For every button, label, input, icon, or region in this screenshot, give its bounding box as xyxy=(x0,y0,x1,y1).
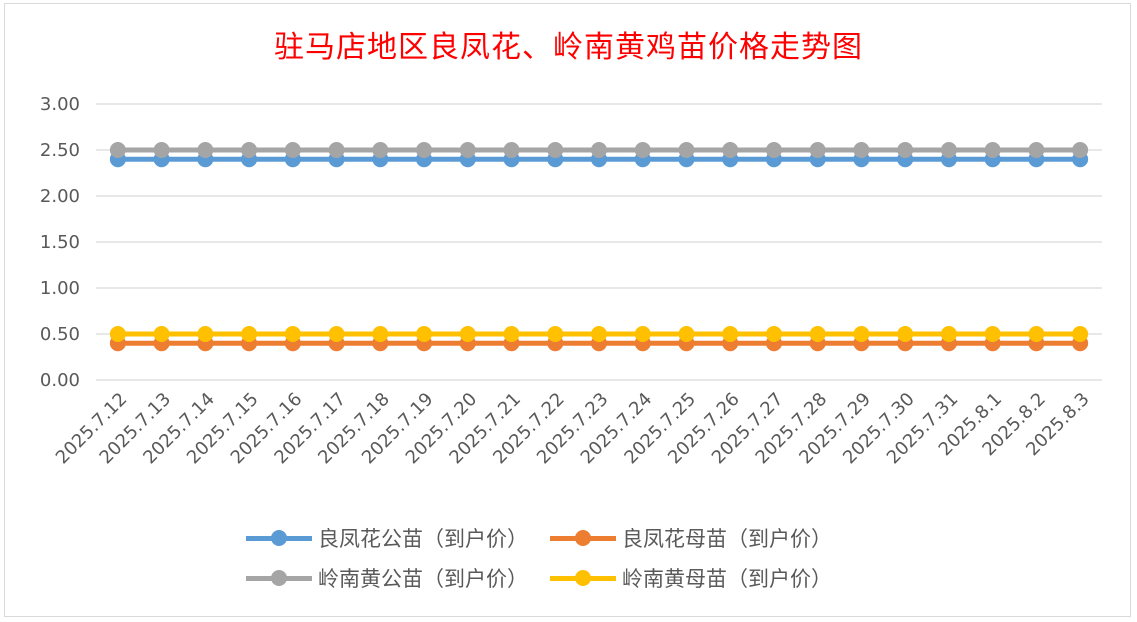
data-point xyxy=(634,326,651,342)
legend-item-series-2: 良凤花母苗（到户价） xyxy=(550,523,832,553)
data-point xyxy=(765,326,782,342)
series-lines xyxy=(109,142,1089,352)
data-point xyxy=(1028,142,1045,158)
chart-area xyxy=(4,3,1131,617)
legend-swatch-series-2 xyxy=(550,526,616,550)
data-point xyxy=(109,142,126,158)
data-point xyxy=(241,142,258,158)
data-point xyxy=(853,326,870,342)
data-point xyxy=(591,142,607,158)
chart-title: 驻马店地区良凤花、岭南黄鸡苗价格走势图 xyxy=(274,30,863,65)
data-point xyxy=(809,326,826,342)
data-point xyxy=(197,142,214,158)
legend-item-series-1: 良凤花公苗（到户价） xyxy=(246,523,528,553)
data-point xyxy=(284,142,301,158)
data-point xyxy=(984,142,1001,158)
series-3 xyxy=(109,142,1089,158)
legend-item-series-3: 岭南黄公苗（到户价） xyxy=(246,563,528,593)
data-point xyxy=(984,326,1001,342)
data-point xyxy=(503,326,520,342)
data-point xyxy=(809,142,826,158)
data-point xyxy=(1028,326,1045,342)
y-tick-label: 3.00 xyxy=(40,94,80,115)
legend-swatch-series-1 xyxy=(246,526,312,550)
data-point xyxy=(503,142,520,158)
data-point xyxy=(328,142,345,158)
legend-label-series-3: 岭南黄公苗（到户价） xyxy=(318,567,528,591)
data-point xyxy=(634,142,651,158)
legend-label-series-2: 良凤花母苗（到户价） xyxy=(622,527,832,551)
series-4 xyxy=(109,326,1089,342)
data-point xyxy=(459,142,476,158)
y-tick-label: 0.50 xyxy=(40,324,80,345)
data-point xyxy=(765,142,782,158)
legend-item-series-4: 岭南黄母苗（到户价） xyxy=(550,563,832,593)
y-tick-label: 0.00 xyxy=(40,370,80,391)
data-point xyxy=(591,326,607,342)
data-point xyxy=(897,142,914,158)
y-axis-ticks: 0.00 0.50 1.00 1.50 2.00 2.50 3.00 xyxy=(40,94,80,391)
data-point xyxy=(897,326,914,342)
data-point xyxy=(153,326,170,342)
data-point xyxy=(459,326,476,342)
data-point xyxy=(722,142,739,158)
data-point xyxy=(416,142,433,158)
data-point xyxy=(241,326,258,342)
data-point xyxy=(372,142,389,158)
y-tick-label: 2.00 xyxy=(40,186,80,207)
legend-label-series-1: 良凤花公苗（到户价） xyxy=(318,527,528,551)
data-point xyxy=(940,142,957,158)
data-point xyxy=(197,326,214,342)
data-point xyxy=(1072,142,1089,158)
data-point xyxy=(678,142,695,158)
data-point xyxy=(372,326,389,342)
data-point xyxy=(1072,326,1089,342)
x-axis-ticks: 2025.7.122025.7.132025.7.142025.7.152025… xyxy=(52,389,1094,469)
data-point xyxy=(547,142,564,158)
data-point xyxy=(416,326,433,342)
legend-swatch-series-3 xyxy=(246,566,312,590)
y-tick-label: 1.00 xyxy=(40,278,80,299)
data-point xyxy=(722,326,739,342)
data-point xyxy=(328,326,345,342)
data-point xyxy=(678,326,695,342)
data-point xyxy=(153,142,170,158)
data-point xyxy=(853,142,870,158)
data-point xyxy=(940,326,957,342)
legend-label-series-4: 岭南黄母苗（到户价） xyxy=(622,567,832,591)
data-point xyxy=(547,326,564,342)
legend-swatch-series-4 xyxy=(550,566,616,590)
y-tick-label: 1.50 xyxy=(40,232,80,253)
y-tick-label: 2.50 xyxy=(40,140,80,161)
data-point xyxy=(109,326,126,342)
data-point xyxy=(284,326,301,342)
